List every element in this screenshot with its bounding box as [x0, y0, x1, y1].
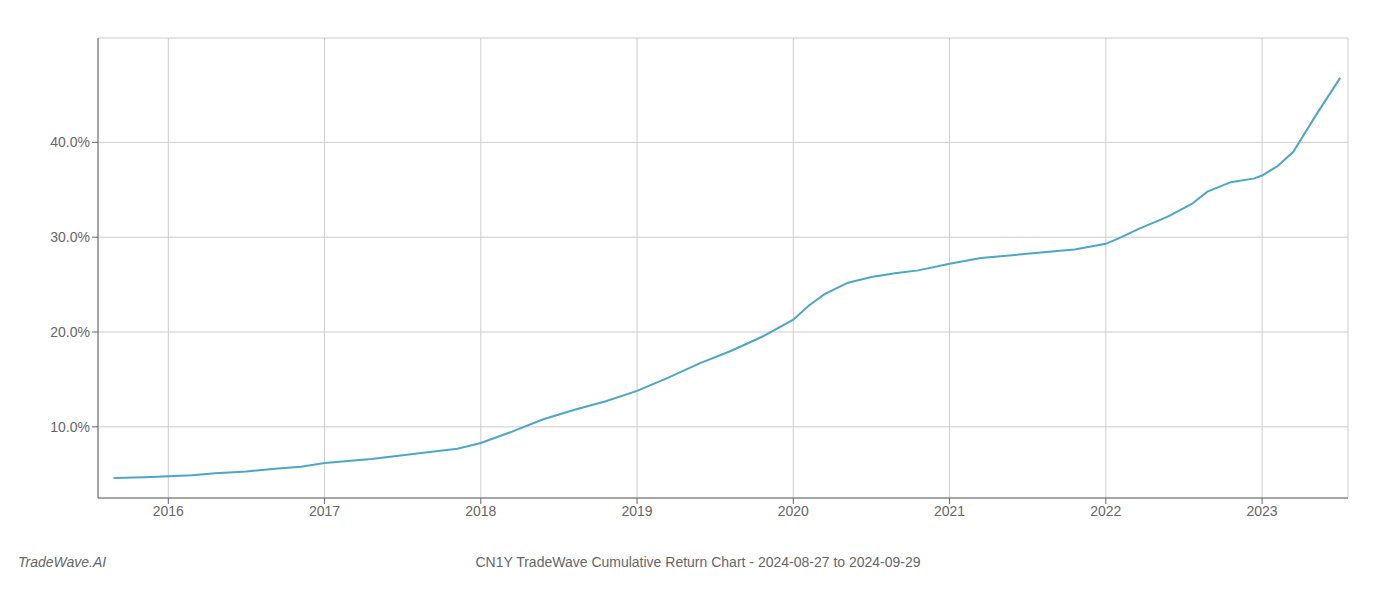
svg-text:2022: 2022	[1090, 503, 1121, 519]
svg-text:10.0%: 10.0%	[50, 419, 90, 435]
svg-text:2020: 2020	[778, 503, 809, 519]
svg-text:30.0%: 30.0%	[50, 229, 90, 245]
svg-text:20.0%: 20.0%	[50, 324, 90, 340]
svg-text:2019: 2019	[621, 503, 652, 519]
svg-text:2018: 2018	[465, 503, 496, 519]
svg-text:2016: 2016	[153, 503, 184, 519]
html-text:TradeWave.AI: TradeWave.AI	[18, 554, 107, 570]
svg-text:2023: 2023	[1246, 503, 1277, 519]
html-text:CN1Y TradeWave Cumulative Retu: CN1Y TradeWave Cumulative Return Chart -…	[475, 554, 921, 570]
svg-text:40.0%: 40.0%	[50, 134, 90, 150]
svg-text:2017: 2017	[309, 503, 340, 519]
svg-text:2021: 2021	[934, 503, 965, 519]
